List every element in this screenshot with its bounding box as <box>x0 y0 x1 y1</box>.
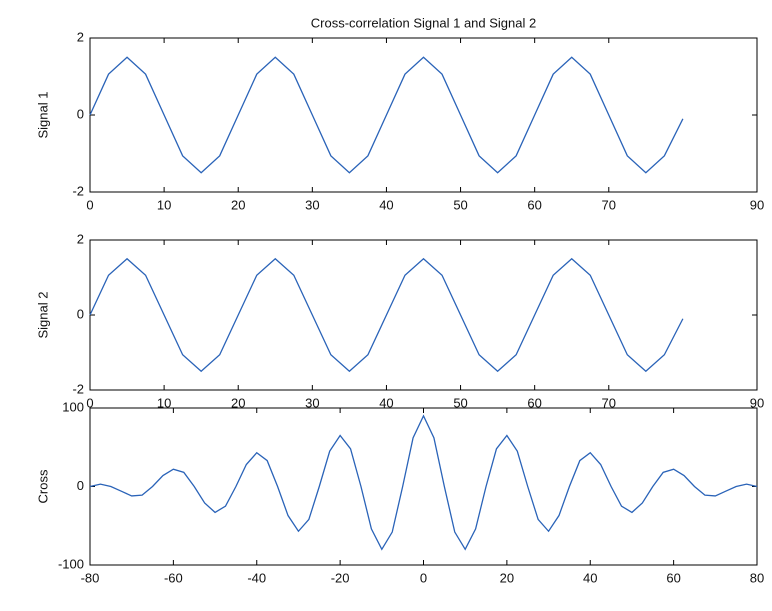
x-tick-label: 60 <box>527 197 541 212</box>
x-tick-label: 0 <box>420 570 427 585</box>
x-tick-label: 40 <box>379 395 393 410</box>
x-tick-label: 50 <box>453 197 467 212</box>
y-tick-label: 0 <box>77 306 84 321</box>
x-tick-label: 60 <box>527 395 541 410</box>
signal-line <box>89 56 684 174</box>
y-tick-label: 100 <box>62 399 84 414</box>
x-tick-label: 20 <box>231 395 245 410</box>
x-tick-label: 20 <box>231 197 245 212</box>
x-tick-label: 20 <box>500 570 514 585</box>
y-axis-label: Signal 1 <box>35 92 50 139</box>
y-tick-label: -100 <box>58 556 84 571</box>
y-tick-label: -2 <box>72 183 84 198</box>
y-tick-label: 2 <box>77 231 84 246</box>
x-tick-label: 0 <box>86 197 93 212</box>
x-tick-label: 30 <box>305 395 319 410</box>
x-tick-label: -40 <box>247 570 266 585</box>
x-tick-label: 10 <box>157 395 171 410</box>
chart-title: Cross-correlation Signal 1 and Signal 2 <box>311 15 536 30</box>
x-tick-label: 30 <box>305 197 319 212</box>
signal-line <box>89 414 758 551</box>
x-tick-label: 70 <box>602 395 616 410</box>
x-tick-label: 10 <box>157 197 171 212</box>
x-tick-label: 60 <box>666 570 680 585</box>
y-axis-label: Signal 2 <box>35 292 50 339</box>
x-tick-label: 0 <box>86 395 93 410</box>
axes-box <box>89 37 758 193</box>
x-tick-label: 50 <box>453 395 467 410</box>
y-axis-label: Cross <box>35 469 50 503</box>
x-tick-label: -80 <box>81 570 100 585</box>
y-tick-label: 0 <box>77 106 84 121</box>
axes-box <box>89 407 758 566</box>
x-tick-label: 90 <box>750 197 764 212</box>
x-tick-label: 70 <box>602 197 616 212</box>
x-tick-label: 40 <box>379 197 393 212</box>
y-tick-label: -2 <box>72 381 84 396</box>
x-tick-label: -20 <box>331 570 350 585</box>
y-tick-label: 0 <box>77 478 84 493</box>
x-tick-label: -60 <box>164 570 183 585</box>
signal-line <box>89 257 684 373</box>
axes-box <box>89 239 758 391</box>
x-tick-label: 90 <box>750 395 764 410</box>
x-tick-label: 80 <box>750 570 764 585</box>
y-tick-label: 2 <box>77 29 84 44</box>
x-tick-label: 40 <box>583 570 597 585</box>
